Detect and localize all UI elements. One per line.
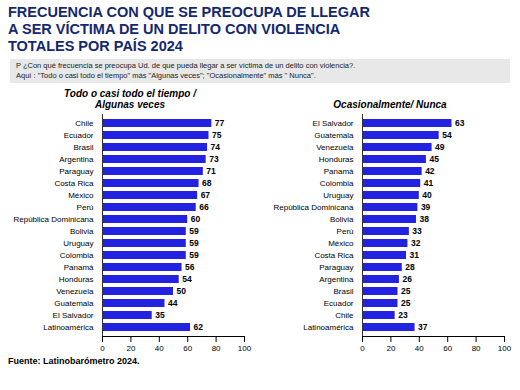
svg-text:El Salvador: El Salvador xyxy=(313,119,354,128)
svg-text:40: 40 xyxy=(422,190,432,200)
svg-text:75: 75 xyxy=(212,130,222,140)
svg-text:Latinoamérica: Latinoamérica xyxy=(43,323,94,332)
svg-text:Honduras: Honduras xyxy=(59,275,94,284)
svg-text:44: 44 xyxy=(168,298,178,308)
svg-text:Chile: Chile xyxy=(75,119,94,128)
svg-text:31: 31 xyxy=(410,250,420,260)
svg-text:38: 38 xyxy=(419,214,429,224)
svg-text:Costa Rica: Costa Rica xyxy=(314,251,354,260)
svg-text:59: 59 xyxy=(189,226,199,236)
svg-text:54: 54 xyxy=(182,274,192,284)
svg-text:Chile: Chile xyxy=(335,311,354,320)
svg-text:Brasil: Brasil xyxy=(333,287,353,296)
svg-text:0: 0 xyxy=(360,344,365,353)
svg-text:100: 100 xyxy=(498,344,512,353)
svg-text:20: 20 xyxy=(126,344,135,353)
svg-text:49: 49 xyxy=(435,142,445,152)
svg-text:Latinoamérica: Latinoamérica xyxy=(303,323,354,332)
svg-text:45: 45 xyxy=(429,154,439,164)
svg-text:63: 63 xyxy=(455,118,465,128)
svg-text:Colombia: Colombia xyxy=(60,251,94,260)
svg-text:73: 73 xyxy=(209,154,219,164)
svg-text:México: México xyxy=(68,191,94,200)
svg-text:Paraguay: Paraguay xyxy=(59,167,93,176)
svg-text:71: 71 xyxy=(206,166,216,176)
svg-text:32: 32 xyxy=(411,238,421,248)
svg-text:Colombia: Colombia xyxy=(320,179,354,188)
html-text:TOTALES POR PAÍS 2024: TOTALES POR PAÍS 2024 xyxy=(8,38,183,54)
svg-text:77: 77 xyxy=(215,118,225,128)
svg-text:Guatemala: Guatemala xyxy=(314,131,354,140)
svg-text:23: 23 xyxy=(398,310,408,320)
svg-text:20: 20 xyxy=(386,344,395,353)
svg-text:68: 68 xyxy=(202,178,212,188)
svg-text:Bolivia: Bolivia xyxy=(70,227,94,236)
svg-text:26: 26 xyxy=(402,274,412,284)
svg-text:Uruguay: Uruguay xyxy=(63,239,93,248)
svg-text:39: 39 xyxy=(421,202,431,212)
svg-text:Perú: Perú xyxy=(77,203,94,212)
svg-text:Ecuador: Ecuador xyxy=(324,299,354,308)
svg-text:Argentina: Argentina xyxy=(59,155,94,164)
svg-text:80: 80 xyxy=(472,344,481,353)
svg-text:42: 42 xyxy=(425,166,435,176)
svg-text:Brasil: Brasil xyxy=(73,143,93,152)
svg-text:50: 50 xyxy=(177,286,187,296)
html-text:Aquí : "Todo o casi todo el ti: Aquí : "Todo o casi todo el tiempo" más … xyxy=(16,71,316,80)
svg-text:60: 60 xyxy=(443,344,452,353)
svg-text:República Dominicana: República Dominicana xyxy=(13,215,94,224)
svg-text:Panamá: Panamá xyxy=(64,263,94,272)
svg-text:40: 40 xyxy=(155,344,164,353)
html-text:Ocasionalmente/ Nunca: Ocasionalmente/ Nunca xyxy=(333,99,447,110)
svg-text:62: 62 xyxy=(194,322,204,332)
svg-text:México: México xyxy=(328,239,354,248)
svg-text:Honduras: Honduras xyxy=(319,155,354,164)
svg-text:35: 35 xyxy=(155,310,165,320)
html-text:Todo o casi todo el tiempo /: Todo o casi todo el tiempo / xyxy=(64,88,196,99)
svg-text:Paraguay: Paraguay xyxy=(319,263,353,272)
svg-text:Uruguay: Uruguay xyxy=(323,191,353,200)
svg-text:Guatemala: Guatemala xyxy=(54,299,94,308)
svg-text:60: 60 xyxy=(183,344,192,353)
html-text:FRECUENCIA CON QUE SE PREOCUPA: FRECUENCIA CON QUE SE PREOCUPA DE LLEGAR xyxy=(8,4,370,20)
svg-text:28: 28 xyxy=(405,262,415,272)
svg-text:60: 60 xyxy=(191,214,201,224)
svg-text:El Salvador: El Salvador xyxy=(53,311,94,320)
svg-text:República Dominicana: República Dominicana xyxy=(273,203,354,212)
svg-text:74: 74 xyxy=(211,142,221,152)
html-text:P ¿Con qué frecuencia se preoc: P ¿Con qué frecuencia se preocupa Ud. de… xyxy=(16,61,356,70)
svg-text:67: 67 xyxy=(201,190,211,200)
svg-text:54: 54 xyxy=(442,130,452,140)
svg-text:Venezuela: Venezuela xyxy=(56,287,94,296)
svg-text:Perú: Perú xyxy=(337,227,354,236)
svg-text:Argentina: Argentina xyxy=(319,275,354,284)
svg-text:59: 59 xyxy=(189,238,199,248)
svg-text:Costa Rica: Costa Rica xyxy=(54,179,94,188)
svg-text:40: 40 xyxy=(415,344,424,353)
svg-text:66: 66 xyxy=(199,202,209,212)
svg-text:Panamá: Panamá xyxy=(324,167,354,176)
svg-text:0: 0 xyxy=(100,344,105,353)
svg-text:41: 41 xyxy=(424,178,434,188)
html-text:A SER VÍCTIMA DE UN DELITO CON: A SER VÍCTIMA DE UN DELITO CON VIOLENCIA xyxy=(8,21,341,37)
svg-text:100: 100 xyxy=(238,344,252,353)
html-text:Fuente: Latinobarómetro 2024.: Fuente: Latinobarómetro 2024. xyxy=(8,356,140,366)
svg-text:25: 25 xyxy=(401,298,411,308)
svg-text:25: 25 xyxy=(401,286,411,296)
svg-text:56: 56 xyxy=(185,262,195,272)
svg-text:33: 33 xyxy=(412,226,422,236)
svg-text:Venezuela: Venezuela xyxy=(316,143,354,152)
svg-text:Ecuador: Ecuador xyxy=(64,131,94,140)
svg-text:59: 59 xyxy=(189,250,199,260)
svg-text:Bolivia: Bolivia xyxy=(330,215,354,224)
html-text:Algunas veces: Algunas veces xyxy=(95,99,165,110)
svg-text:37: 37 xyxy=(418,322,428,332)
svg-text:80: 80 xyxy=(212,344,221,353)
